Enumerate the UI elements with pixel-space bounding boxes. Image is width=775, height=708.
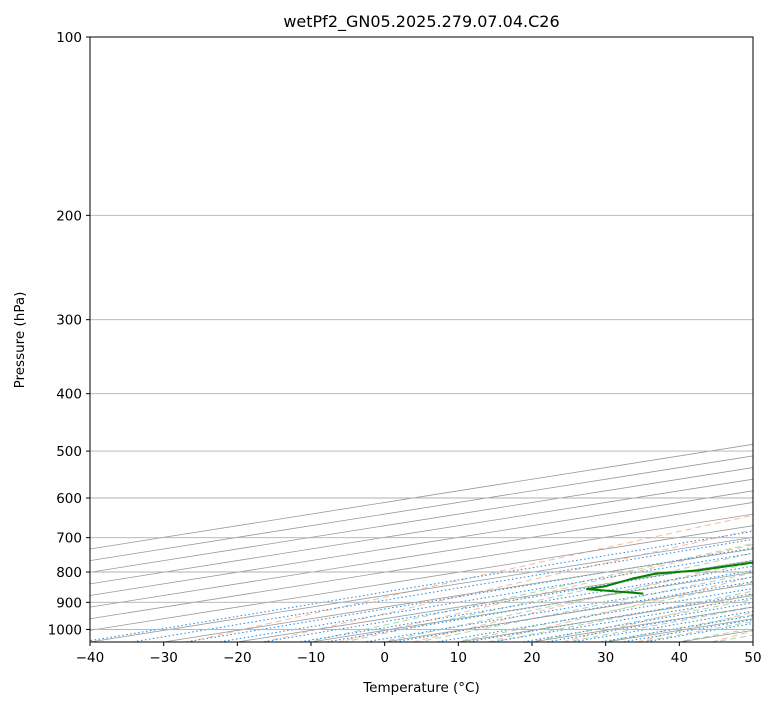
mixing-ratio-line bbox=[128, 538, 753, 642]
isotherm-line bbox=[90, 525, 753, 631]
isotherm-line bbox=[90, 513, 753, 620]
y-tick-label: 300 bbox=[56, 313, 82, 329]
x-axis-label: Temperature (°C) bbox=[362, 680, 480, 696]
y-tick-label: 1000 bbox=[48, 622, 82, 638]
isotherm-line bbox=[90, 443, 753, 550]
isotherm-line bbox=[90, 536, 753, 642]
x-tick-label: 0 bbox=[380, 650, 389, 666]
y-tick-label: 100 bbox=[56, 30, 82, 46]
plot-frame bbox=[89, 36, 754, 643]
y-axis-label: Pressure (hPa) bbox=[12, 292, 28, 389]
isotherm-line bbox=[90, 502, 753, 608]
x-tick-label: 10 bbox=[450, 650, 467, 666]
x-tick-label: 50 bbox=[744, 650, 761, 666]
plot-area: -100-90-80-70-60-50-40-30-20-10010203040… bbox=[90, 37, 753, 642]
mixing-ratio-line bbox=[489, 597, 753, 642]
mixing-ratio-line bbox=[519, 602, 753, 642]
x-tick-label: −10 bbox=[297, 650, 326, 666]
x-axis: −40 −30 −20 −10 0 10 20 30 40 50 bbox=[76, 642, 762, 666]
y-tick-label: 900 bbox=[56, 595, 82, 611]
y-tick-label: 600 bbox=[56, 491, 82, 507]
x-tick-label: −40 bbox=[76, 650, 105, 666]
x-tick-label: 30 bbox=[597, 650, 614, 666]
isotherm-line bbox=[90, 490, 753, 596]
y-tick-label: 500 bbox=[56, 444, 82, 460]
pressure-gridlines bbox=[90, 37, 753, 630]
isotherm-line bbox=[90, 467, 753, 573]
x-tick-label: −30 bbox=[149, 650, 178, 666]
y-tick-label: 200 bbox=[56, 208, 82, 224]
y-tick-label: 400 bbox=[56, 387, 82, 403]
y-tick-label: 700 bbox=[56, 531, 82, 547]
isotherm-line bbox=[90, 478, 753, 585]
x-tick-label: 40 bbox=[671, 650, 688, 666]
isotherm-line bbox=[90, 455, 753, 562]
mixing-ratio-line bbox=[433, 588, 753, 642]
isotherms bbox=[90, 443, 753, 642]
x-tick-label: 20 bbox=[523, 650, 540, 666]
chart-title: wetPf2_GN05.2025.279.07.04.C26 bbox=[283, 12, 559, 32]
x-tick-label: −20 bbox=[223, 650, 252, 666]
mixing-ratio-line bbox=[90, 530, 753, 642]
y-axis: 100 200 300 400 500 600 700 800 900 1000 bbox=[48, 30, 90, 638]
y-tick-label: 800 bbox=[56, 565, 82, 581]
